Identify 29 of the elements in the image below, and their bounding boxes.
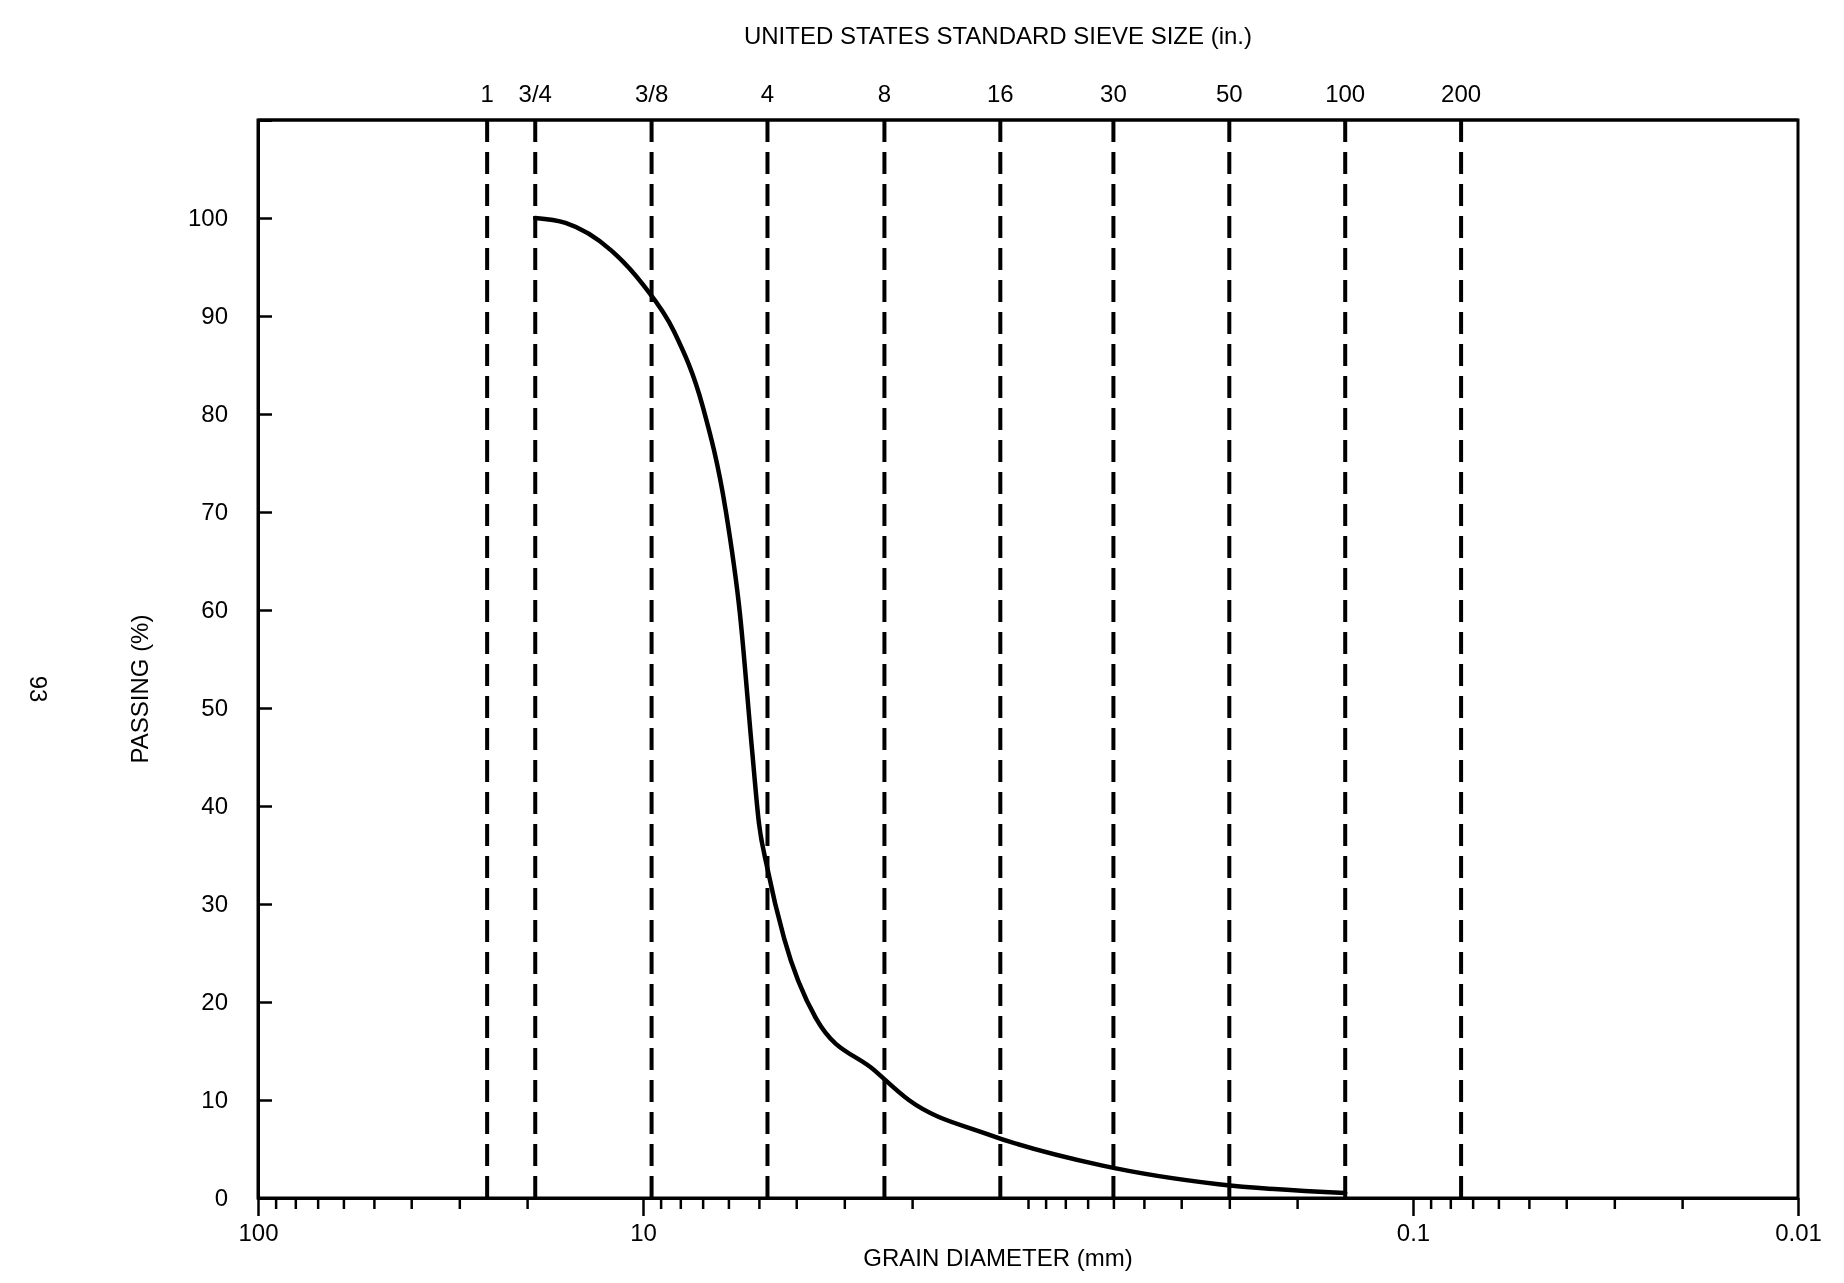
y-tick-label: 60: [201, 596, 228, 624]
x-tick-label: 100: [238, 1218, 279, 1246]
text: 100: [1325, 80, 1366, 107]
text: 3/4: [518, 80, 552, 107]
y-tick-label: 100: [187, 204, 228, 232]
x2-axis-title: UNITED STATES STANDARD SIEVE SIZE (in.): [743, 22, 1253, 49]
y-tick-label: 0: [214, 1184, 228, 1212]
y-axis-title: PASSING (%): [126, 614, 153, 764]
y-tick-label: 70: [201, 498, 228, 526]
text: 1: [480, 80, 494, 107]
y-tick-label: 30: [201, 890, 228, 918]
y-tick-label: 80: [201, 400, 228, 428]
text: 30: [1100, 80, 1127, 107]
x-axis-title: GRAIN DIAMETER (mm): [863, 1244, 1133, 1271]
x-tick-label: 0.1: [1396, 1218, 1431, 1246]
x-tick-label: 0.01: [1775, 1218, 1822, 1246]
text: 200: [1441, 80, 1482, 107]
x-tick-label: 10: [630, 1218, 657, 1246]
text: 4: [760, 80, 775, 107]
y-tick-label: 90: [201, 302, 228, 330]
y-tick-label: 20: [201, 988, 228, 1016]
text: 50: [1215, 80, 1243, 107]
text: 8: [877, 80, 892, 107]
text: 3/8: [634, 80, 669, 107]
text: 16: [986, 80, 1014, 107]
y-tick-label: 10: [201, 1086, 228, 1114]
text: 93: [25, 675, 52, 703]
y-tick-label: 50: [201, 694, 228, 722]
y-tick-label: 40: [201, 792, 228, 820]
